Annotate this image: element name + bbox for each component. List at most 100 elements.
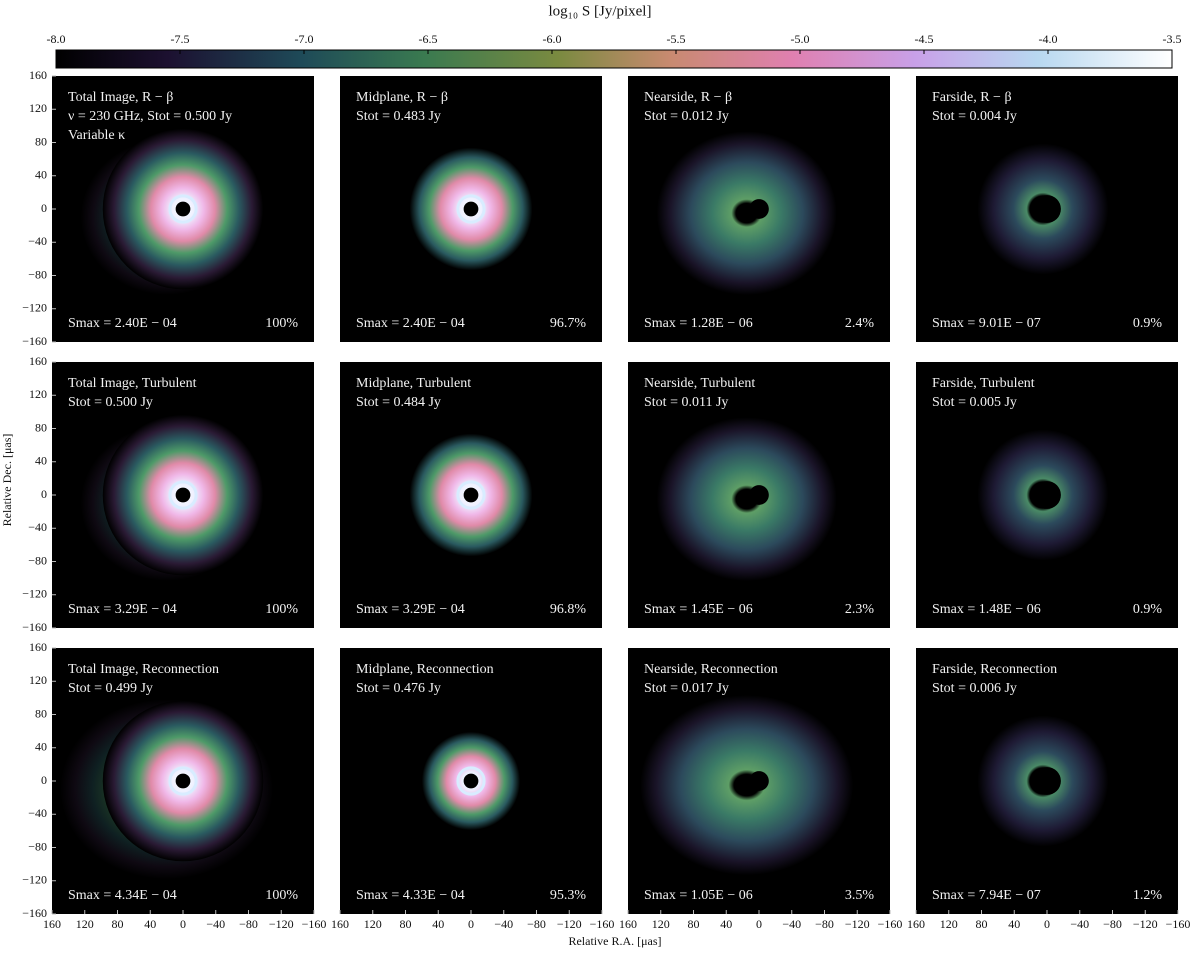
emission	[656, 417, 837, 581]
shadow	[463, 487, 479, 503]
x-tick-label: 0	[756, 917, 762, 931]
y-tick-label: 0	[41, 487, 47, 501]
smax: Smax = 2.40E − 04	[68, 316, 177, 331]
panel-text: Stot = 0.005 Jy	[932, 395, 1017, 410]
shadow	[463, 773, 479, 789]
y-tick-label: 120	[29, 673, 47, 687]
panel-text: ν = 230 GHz, Stot = 0.500 Jy	[68, 109, 232, 124]
panel-title: Midplane, R − β	[356, 90, 448, 105]
x-tick-label: 120	[940, 917, 958, 931]
x-tick-label: −80	[527, 917, 546, 931]
smax: Smax = 1.48E − 06	[932, 602, 1041, 617]
photon-ring	[456, 480, 486, 510]
photon-ring	[168, 766, 198, 796]
colorbar-tick-label: -5.5	[667, 32, 686, 46]
x-tick-label: 160	[907, 917, 925, 931]
colorbar-tick-label: -3.5	[1163, 32, 1182, 46]
emission-disk	[656, 131, 837, 295]
colorbar-tick-label: -4.0	[1039, 32, 1058, 46]
x-tick-label: 40	[1008, 917, 1020, 931]
shadow	[175, 487, 191, 503]
y-tick-label: 40	[35, 454, 47, 468]
panel-text: Stot = 0.017 Jy	[644, 681, 729, 696]
x-tick-label: −120	[557, 917, 582, 931]
y-tick-label: 40	[35, 740, 47, 754]
y-tick-label: −120	[22, 301, 47, 315]
x-tick-label: 120	[652, 917, 670, 931]
shadow	[749, 771, 769, 791]
panel-title: Total Image, Turbulent	[68, 376, 197, 391]
y-tick-label: −40	[28, 234, 47, 248]
panel: Nearside, R − β Stot = 0.012 Jy Smax = 1.2…	[628, 76, 890, 342]
panel-text: Stot = 0.012 Jy	[644, 109, 729, 124]
emission	[80, 414, 264, 581]
panel: Total Image, R − β ν = 230 GHz, Stot = 0.…	[52, 76, 314, 342]
x-tick-label: 80	[112, 917, 124, 931]
emission-disk	[656, 417, 837, 581]
y-tick-label: 120	[29, 387, 47, 401]
emission	[60, 699, 274, 880]
x-tick-label: −120	[845, 917, 870, 931]
panel: Farside, Reconnection Stot = 0.006 Jy Smax…	[916, 648, 1178, 914]
y-tick-label: −160	[22, 906, 47, 920]
shadow	[1033, 195, 1061, 223]
x-tick-label: −160	[878, 917, 903, 931]
x-tick-label: 0	[1044, 917, 1050, 931]
photon-ring	[456, 194, 486, 224]
y-tick-label: 40	[35, 168, 47, 182]
percent: 3.5%	[845, 888, 875, 903]
panel-text: Variable κ	[68, 128, 125, 143]
x-tick-label: 80	[976, 917, 988, 931]
y-tick-label: −40	[28, 520, 47, 534]
y-tick-label: 0	[41, 201, 47, 215]
panel-title: Farside, R − β	[932, 90, 1012, 105]
y-tick-label: −160	[22, 620, 47, 634]
y-tick-label: −80	[28, 267, 47, 281]
panel-text: Stot = 0.006 Jy	[932, 681, 1017, 696]
colorbar-tick-label: -7.0	[295, 32, 314, 46]
percent: 2.3%	[845, 602, 875, 617]
panel: Farside, Turbulent Stot = 0.005 Jy Smax = …	[916, 362, 1178, 628]
colorbar-tick-label: -8.0	[47, 32, 66, 46]
y-tick-label: −120	[22, 587, 47, 601]
x-tick-label: −40	[494, 917, 513, 931]
smax: Smax = 3.29E − 04	[356, 602, 465, 617]
percent: 100%	[265, 316, 298, 331]
y-tick-label: −80	[28, 553, 47, 567]
x-tick-label: 160	[331, 917, 349, 931]
smax: Smax = 4.33E − 04	[356, 888, 465, 903]
panel: Total Image, Reconnection Stot = 0.499 Jy…	[52, 648, 314, 914]
x-tick-label: 0	[468, 917, 474, 931]
x-tick-label: −80	[815, 917, 834, 931]
x-tick-label: 120	[76, 917, 94, 931]
panel-text: Stot = 0.483 Jy	[356, 109, 441, 124]
x-axis-label: Relative R.A. [μas]	[568, 934, 661, 948]
emission-disk	[640, 695, 854, 876]
emission	[421, 731, 521, 831]
panel-text: Stot = 0.476 Jy	[356, 681, 441, 696]
shadow	[463, 201, 479, 217]
panel: Midplane, Turbulent Stot = 0.484 Jy Smax =…	[340, 362, 602, 628]
panel-text: Stot = 0.004 Jy	[932, 109, 1017, 124]
x-tick-label: 160	[619, 917, 637, 931]
emission	[977, 143, 1109, 275]
percent: 100%	[265, 602, 298, 617]
y-tick-label: 160	[29, 640, 47, 654]
panel-title: Midplane, Reconnection	[356, 662, 494, 677]
x-tick-label: −80	[1103, 917, 1122, 931]
smax: Smax = 7.94E − 07	[932, 888, 1041, 903]
x-tick-label: 40	[720, 917, 732, 931]
percent: 0.9%	[1133, 602, 1163, 617]
percent: 95.3%	[550, 888, 587, 903]
panel-title: Nearside, Turbulent	[644, 376, 755, 391]
y-tick-label: −160	[22, 334, 47, 348]
percent: 0.9%	[1133, 316, 1163, 331]
x-tick-label: −120	[269, 917, 294, 931]
smax: Smax = 1.05E − 06	[644, 888, 753, 903]
emission	[409, 433, 533, 557]
emission	[80, 128, 264, 295]
x-tick-label: 0	[180, 917, 186, 931]
shadow	[175, 201, 191, 217]
panel-title: Farside, Reconnection	[932, 662, 1057, 677]
